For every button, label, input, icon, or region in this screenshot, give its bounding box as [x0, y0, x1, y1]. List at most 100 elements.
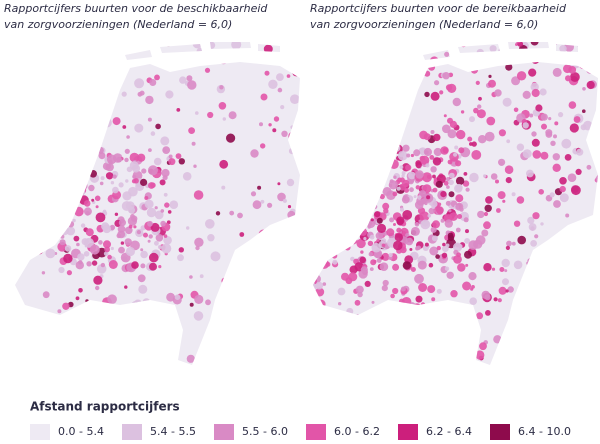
neighbourhood	[58, 266, 65, 274]
neighbourhood	[591, 366, 595, 370]
neighbourhood	[320, 227, 330, 236]
neighbourhood	[368, 149, 376, 158]
neighbourhood	[562, 256, 571, 265]
neighbourhood	[164, 202, 170, 208]
neighbourhood	[150, 222, 160, 232]
neighbourhood	[415, 161, 422, 169]
neighbourhood	[155, 123, 161, 130]
neighbourhood	[392, 191, 398, 197]
neighbourhood	[251, 299, 262, 309]
neighbourhood	[401, 174, 405, 178]
neighbourhood	[372, 327, 381, 336]
neighbourhood	[287, 205, 292, 209]
neighbourhood	[193, 164, 197, 168]
neighbourhood	[383, 340, 389, 346]
neighbourhood	[388, 155, 393, 160]
neighbourhood	[136, 230, 141, 235]
neighbourhood	[91, 260, 98, 266]
neighbourhood	[420, 302, 426, 307]
neighbourhood	[218, 299, 228, 309]
neighbourhood	[440, 348, 446, 354]
neighbourhood	[522, 122, 529, 129]
neighbourhood	[263, 248, 271, 256]
neighbourhood	[370, 198, 378, 206]
neighbourhood	[366, 152, 372, 158]
neighbourhood	[362, 201, 371, 210]
neighbourhood	[349, 125, 356, 131]
neighbourhood	[486, 116, 496, 126]
neighbourhood	[112, 117, 121, 126]
neighbourhood	[541, 277, 548, 284]
neighbourhood	[505, 63, 513, 71]
neighbourhood	[554, 121, 559, 126]
neighbourhood	[582, 339, 589, 345]
neighbourhood	[59, 196, 68, 205]
neighbourhood	[465, 187, 470, 192]
neighbourhood	[398, 298, 405, 305]
neighbourhood	[32, 62, 41, 71]
neighbourhood	[144, 196, 149, 200]
neighbourhood	[432, 174, 436, 179]
neighbourhood	[62, 150, 72, 160]
neighbourhood	[226, 362, 230, 365]
neighbourhood	[60, 189, 68, 197]
neighbourhood	[154, 210, 164, 220]
neighbourhood	[495, 179, 499, 184]
neighbourhood	[302, 179, 305, 182]
neighbourhood	[118, 182, 124, 188]
neighbourhood	[388, 252, 393, 258]
neighbourhood	[153, 157, 162, 166]
neighbourhood	[465, 263, 469, 267]
neighbourhood	[549, 192, 555, 198]
neighbourhood	[377, 322, 383, 328]
neighbourhood	[506, 362, 511, 365]
neighbourhood	[443, 180, 449, 186]
neighbourhood	[505, 245, 510, 250]
neighbourhood	[84, 150, 89, 156]
neighbourhood	[354, 299, 361, 306]
neighbourhood	[403, 63, 410, 70]
neighbourhood	[15, 268, 20, 272]
neighbourhood	[116, 156, 122, 163]
neighbourhood	[596, 250, 598, 254]
neighbourhood	[124, 157, 129, 163]
neighbourhood	[376, 239, 380, 243]
neighbourhood	[409, 248, 413, 251]
neighbourhood	[355, 366, 364, 375]
neighbourhood	[470, 334, 474, 339]
neighbourhood	[517, 42, 524, 47]
neighbourhood	[350, 168, 355, 173]
neighbourhood	[108, 260, 118, 269]
neighbourhood	[436, 206, 444, 215]
neighbourhood	[364, 280, 371, 287]
neighbourhood	[273, 116, 280, 122]
neighbourhood	[260, 280, 266, 286]
neighbourhood	[405, 233, 410, 238]
neighbourhood	[575, 42, 584, 48]
neighbourhood	[497, 191, 506, 200]
neighbourhood	[298, 130, 300, 136]
neighbourhood	[382, 202, 390, 210]
neighbourhood	[504, 165, 514, 174]
neighbourhood	[228, 111, 237, 120]
neighbourhood	[368, 335, 376, 344]
neighbourhood	[127, 216, 137, 226]
neighbourhood	[465, 229, 469, 234]
neighbourhood	[433, 133, 441, 142]
neighbourhood	[502, 278, 509, 286]
neighbourhood	[400, 207, 404, 212]
neighbourhood	[393, 175, 397, 179]
neighbourhood	[588, 217, 594, 223]
neighbourhood	[420, 319, 430, 329]
neighbourhood	[362, 84, 369, 91]
neighbourhood	[45, 325, 54, 334]
neighbourhood	[527, 258, 534, 264]
neighbourhood	[337, 287, 346, 296]
neighbourhood	[448, 348, 456, 355]
neighbourhood	[70, 70, 77, 77]
neighbourhood	[338, 177, 344, 183]
neighbourhood	[15, 156, 23, 166]
neighbourhood	[134, 123, 144, 133]
neighbourhood	[376, 48, 383, 55]
neighbourhood	[63, 253, 73, 264]
